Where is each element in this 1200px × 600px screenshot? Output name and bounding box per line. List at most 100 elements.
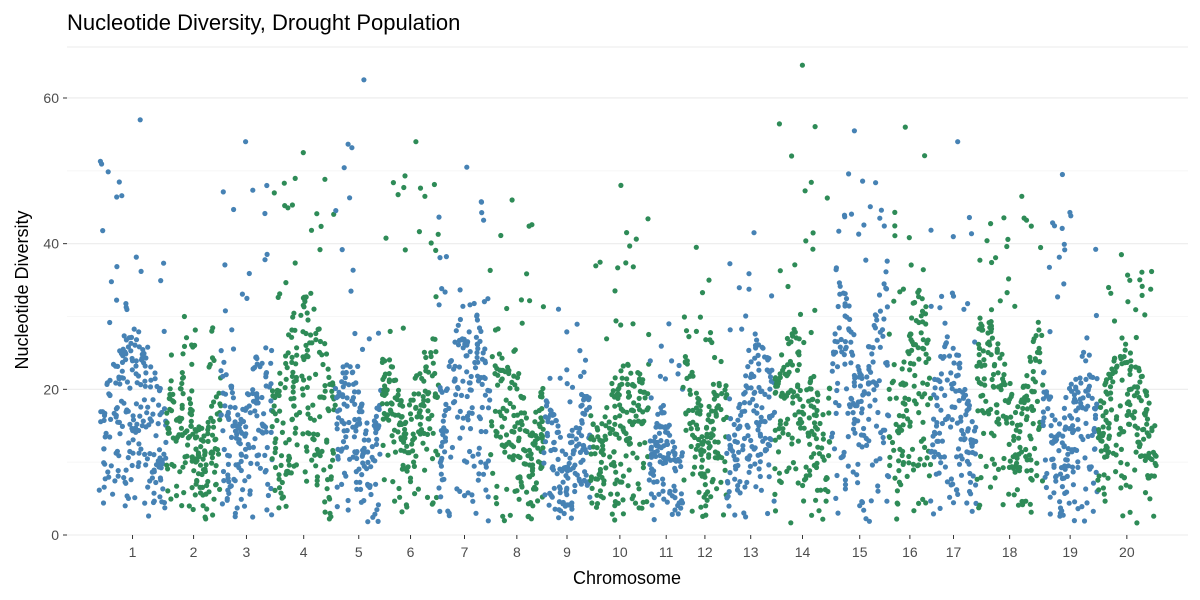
point	[234, 435, 240, 441]
point	[1038, 244, 1044, 251]
point	[511, 412, 517, 419]
point	[238, 416, 244, 422]
point	[286, 453, 292, 459]
point	[664, 441, 671, 447]
point	[164, 420, 170, 426]
point	[1146, 475, 1152, 481]
point	[678, 498, 685, 504]
point	[976, 359, 982, 365]
point	[380, 442, 386, 448]
point	[670, 439, 676, 445]
point	[807, 378, 814, 384]
point	[464, 369, 470, 375]
point	[464, 353, 470, 359]
point	[1151, 513, 1157, 519]
point	[718, 358, 724, 365]
point	[351, 389, 358, 395]
point	[1119, 377, 1125, 383]
point	[556, 515, 562, 521]
point	[252, 436, 258, 442]
point	[116, 419, 122, 425]
point	[116, 374, 122, 380]
point	[527, 298, 533, 304]
point	[736, 449, 742, 455]
point	[317, 394, 323, 400]
point	[563, 451, 569, 457]
point	[448, 454, 454, 460]
point	[304, 384, 310, 390]
point	[189, 458, 195, 464]
point	[101, 446, 107, 452]
point	[303, 330, 309, 337]
point	[220, 468, 227, 475]
point	[820, 412, 826, 418]
point	[923, 351, 929, 357]
x-tick-label: 8	[513, 544, 521, 560]
point	[481, 217, 487, 223]
point	[911, 383, 917, 389]
point	[255, 400, 261, 406]
point	[479, 381, 485, 387]
point	[422, 193, 428, 199]
point	[1011, 437, 1017, 443]
point	[709, 418, 715, 424]
point	[683, 328, 690, 334]
x-tick-label: 6	[407, 544, 415, 560]
point	[1036, 345, 1042, 351]
point	[693, 328, 700, 334]
point	[302, 298, 308, 305]
point	[1133, 449, 1139, 455]
point	[613, 318, 619, 324]
point	[1014, 455, 1020, 461]
point	[217, 417, 223, 423]
point	[618, 406, 624, 412]
point	[897, 289, 903, 295]
point	[254, 461, 260, 467]
point	[927, 461, 934, 468]
point	[117, 431, 123, 437]
point	[600, 495, 606, 501]
point	[185, 442, 191, 448]
point	[539, 394, 545, 400]
peak-point	[1118, 252, 1124, 258]
point	[308, 227, 315, 233]
point	[560, 499, 566, 506]
point	[130, 413, 136, 419]
point	[756, 342, 762, 348]
point	[237, 421, 243, 427]
point	[246, 270, 252, 277]
peak-point	[243, 139, 249, 145]
point	[110, 491, 116, 497]
point	[273, 445, 279, 451]
point	[890, 378, 897, 384]
point	[603, 423, 609, 429]
point	[1023, 454, 1029, 460]
point	[886, 331, 892, 337]
point	[608, 491, 614, 497]
point	[553, 417, 559, 424]
point	[645, 391, 651, 397]
point	[1024, 373, 1030, 379]
point	[171, 399, 177, 405]
point	[829, 368, 835, 374]
point	[173, 438, 179, 444]
point	[299, 386, 306, 392]
point	[1040, 370, 1047, 376]
point	[1094, 376, 1100, 382]
point	[881, 223, 887, 229]
point	[509, 428, 515, 434]
point	[522, 428, 528, 434]
point	[722, 387, 728, 393]
point	[373, 413, 379, 419]
point	[452, 363, 458, 369]
point	[895, 501, 901, 507]
point	[1047, 329, 1053, 335]
point	[190, 431, 196, 437]
peak-point	[361, 77, 367, 83]
point	[603, 465, 609, 471]
point	[1137, 453, 1144, 459]
point	[812, 124, 818, 130]
point	[754, 337, 760, 343]
point	[383, 391, 389, 397]
point	[949, 417, 955, 423]
